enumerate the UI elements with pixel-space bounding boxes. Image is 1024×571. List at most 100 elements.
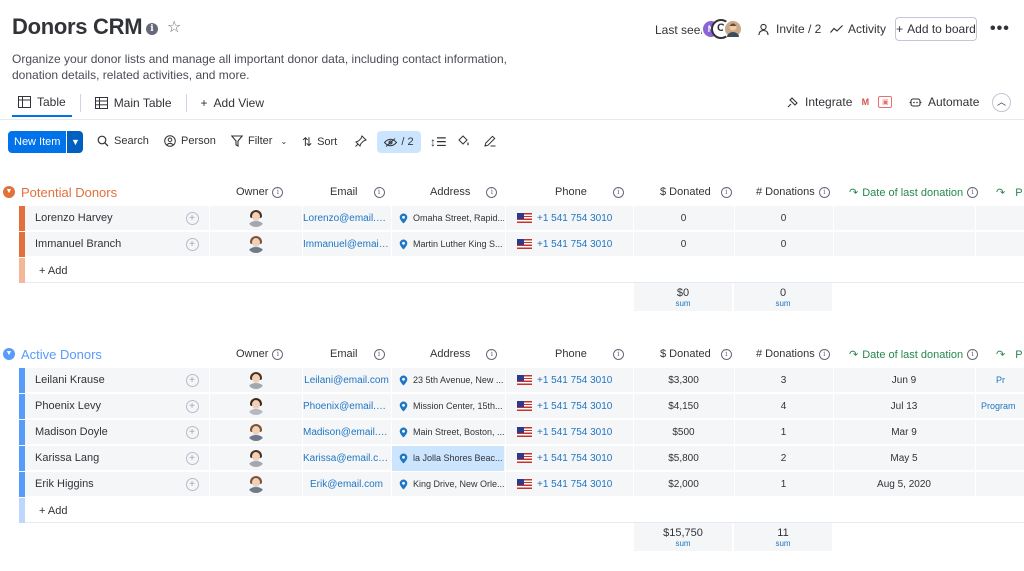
group-collapse-chevron-icon[interactable]: ▼ xyxy=(3,186,15,198)
add-update-button[interactable]: + xyxy=(177,420,207,445)
hidden-columns-button[interactable]: / 2 xyxy=(377,131,421,153)
collapse-header-chevron-up-icon[interactable]: ︿ xyxy=(992,93,1011,112)
phone-cell[interactable]: +1 541 754 3010 xyxy=(505,368,632,393)
info-icon[interactable]: i xyxy=(612,186,624,198)
column-header-date-last-donation[interactable]: ↷ Date of last donation i xyxy=(849,348,979,361)
sort-button[interactable]: ⇅ Sort xyxy=(302,135,337,149)
phone-cell[interactable]: +1 541 754 3010 xyxy=(505,232,632,257)
date-cell[interactable]: Aug 5, 2020 xyxy=(833,472,974,497)
more-options-icon[interactable]: ••• xyxy=(990,20,1010,37)
owner-cell[interactable] xyxy=(209,420,302,445)
column-header-address[interactable]: Address i xyxy=(430,186,498,198)
search-button[interactable]: Search xyxy=(97,135,149,147)
info-icon[interactable]: i xyxy=(612,348,624,360)
donations-cell[interactable]: 1 xyxy=(734,420,832,445)
new-item-dropdown-chevron-icon[interactable]: ▼ xyxy=(67,131,84,153)
owner-cell[interactable] xyxy=(209,368,302,393)
activity-button[interactable]: Activity xyxy=(830,22,886,36)
phone-cell[interactable]: +1 541 754 3010 xyxy=(505,446,632,471)
extra-cell[interactable]: Program xyxy=(975,394,1024,419)
info-icon[interactable]: i xyxy=(720,186,732,198)
extra-cell[interactable] xyxy=(975,232,1024,257)
email-cell[interactable]: Leilani@email.com xyxy=(302,368,390,393)
address-cell[interactable]: King Drive, New Orle... xyxy=(391,472,504,497)
owner-cell[interactable] xyxy=(209,232,302,257)
table-row[interactable]: Immanuel Branch + Immanuel@email.... Mar… xyxy=(19,232,1024,257)
phone-cell[interactable]: +1 541 754 3010 xyxy=(505,420,632,445)
info-icon[interactable]: i xyxy=(373,348,385,360)
group-title[interactable]: Active Donors xyxy=(21,347,102,362)
add-update-button[interactable]: + xyxy=(177,232,207,257)
pin-button[interactable] xyxy=(355,135,367,147)
donations-cell[interactable]: 4 xyxy=(734,394,832,419)
item-name[interactable]: Lorenzo Harvey xyxy=(35,212,113,224)
email-cell[interactable]: Karissa@email.co... xyxy=(302,446,390,471)
add-update-button[interactable]: + xyxy=(177,446,207,471)
donations-cell[interactable]: 0 xyxy=(734,206,832,231)
owner-cell[interactable] xyxy=(209,394,302,419)
table-row[interactable]: Karissa Lang + Karissa@email.co... la Jo… xyxy=(19,446,1024,471)
column-header-donations[interactable]: # Donations i xyxy=(756,186,830,198)
donated-cell[interactable]: $3,300 xyxy=(633,368,733,393)
date-cell[interactable] xyxy=(833,206,974,231)
extra-cell[interactable] xyxy=(975,206,1024,231)
table-row[interactable]: Leilani Krause + Leilani@email.com 23 5t… xyxy=(19,368,1024,393)
phone-cell[interactable]: +1 541 754 3010 xyxy=(505,394,632,419)
column-header-donated[interactable]: $ Donated i xyxy=(660,348,732,360)
donations-cell[interactable]: 0 xyxy=(734,232,832,257)
filter-chevron-down-icon[interactable]: ⌄ xyxy=(280,136,288,146)
extra-cell[interactable] xyxy=(975,446,1024,471)
board-title[interactable]: Donors CRM xyxy=(12,14,143,39)
donations-cell[interactable]: 3 xyxy=(734,368,832,393)
column-header-extra[interactable]: ↷ P xyxy=(996,348,1023,362)
tab-main-table[interactable]: Main Table xyxy=(89,89,178,117)
phone-cell[interactable]: +1 541 754 3010 xyxy=(505,472,632,497)
add-update-button[interactable]: + xyxy=(177,206,207,231)
table-row[interactable]: Madison Doyle + Madison@email.c... Main … xyxy=(19,420,1024,445)
email-cell[interactable]: Phoenix@email.co... xyxy=(302,394,390,419)
add-item-row[interactable]: + Add xyxy=(19,258,1024,283)
donated-cell[interactable]: 0 xyxy=(633,206,733,231)
info-icon[interactable]: i xyxy=(272,186,284,198)
column-header-phone[interactable]: Phone i xyxy=(555,186,624,198)
column-header-extra[interactable]: ↷ P xyxy=(996,186,1023,200)
filter-button[interactable]: Filter ⌄ xyxy=(231,135,287,147)
donations-cell[interactable]: 1 xyxy=(734,472,832,497)
new-item-button[interactable]: New Item xyxy=(8,131,67,153)
integrate-button[interactable]: Integrate M ▣ xyxy=(786,95,893,109)
info-icon[interactable]: i xyxy=(818,186,830,198)
address-cell[interactable]: Mission Center, 15th... xyxy=(391,394,504,419)
item-name[interactable]: Karissa Lang xyxy=(35,452,100,464)
email-cell[interactable]: Lorenzo@email.co... xyxy=(302,206,390,231)
column-header-address[interactable]: Address i xyxy=(430,348,498,360)
group-collapse-chevron-icon[interactable]: ▼ xyxy=(3,348,15,360)
email-cell[interactable]: Madison@email.c... xyxy=(302,420,390,445)
info-icon[interactable]: i xyxy=(967,349,979,360)
board-info-icon[interactable]: i xyxy=(146,23,158,35)
column-header-owner[interactable]: Owner i xyxy=(236,186,284,198)
donations-cell[interactable]: 2 xyxy=(734,446,832,471)
add-item-label[interactable]: + Add xyxy=(39,505,68,517)
date-cell[interactable]: Mar 9 xyxy=(833,420,974,445)
board-description[interactable]: Organize your donor lists and manage all… xyxy=(12,52,507,82)
last-seen-avatars[interactable]: N C xyxy=(701,19,745,42)
info-icon[interactable]: i xyxy=(373,186,385,198)
donated-cell[interactable]: $5,800 xyxy=(633,446,733,471)
invite-button[interactable]: Invite / 2 xyxy=(758,22,821,36)
info-icon[interactable]: i xyxy=(486,186,498,198)
column-header-date-last-donation[interactable]: ↷ Date of last donation i xyxy=(849,186,979,199)
info-icon[interactable]: i xyxy=(720,348,732,360)
column-header-owner[interactable]: Owner i xyxy=(236,348,284,360)
tab-table[interactable]: Table xyxy=(12,89,72,117)
date-cell[interactable]: May 5 xyxy=(833,446,974,471)
info-icon[interactable]: i xyxy=(818,348,830,360)
column-header-email[interactable]: Email i xyxy=(330,186,385,198)
add-item-label[interactable]: + Add xyxy=(39,265,68,277)
address-cell[interactable]: Omaha Street, Rapid... xyxy=(391,206,504,231)
column-header-phone[interactable]: Phone i xyxy=(555,348,624,360)
donated-cell[interactable]: $500 xyxy=(633,420,733,445)
date-cell[interactable]: Jun 9 xyxy=(833,368,974,393)
group-title[interactable]: Potential Donors xyxy=(21,185,118,200)
add-to-board-button[interactable]: + Add to board xyxy=(895,17,977,41)
automate-button[interactable]: Automate xyxy=(909,95,979,109)
